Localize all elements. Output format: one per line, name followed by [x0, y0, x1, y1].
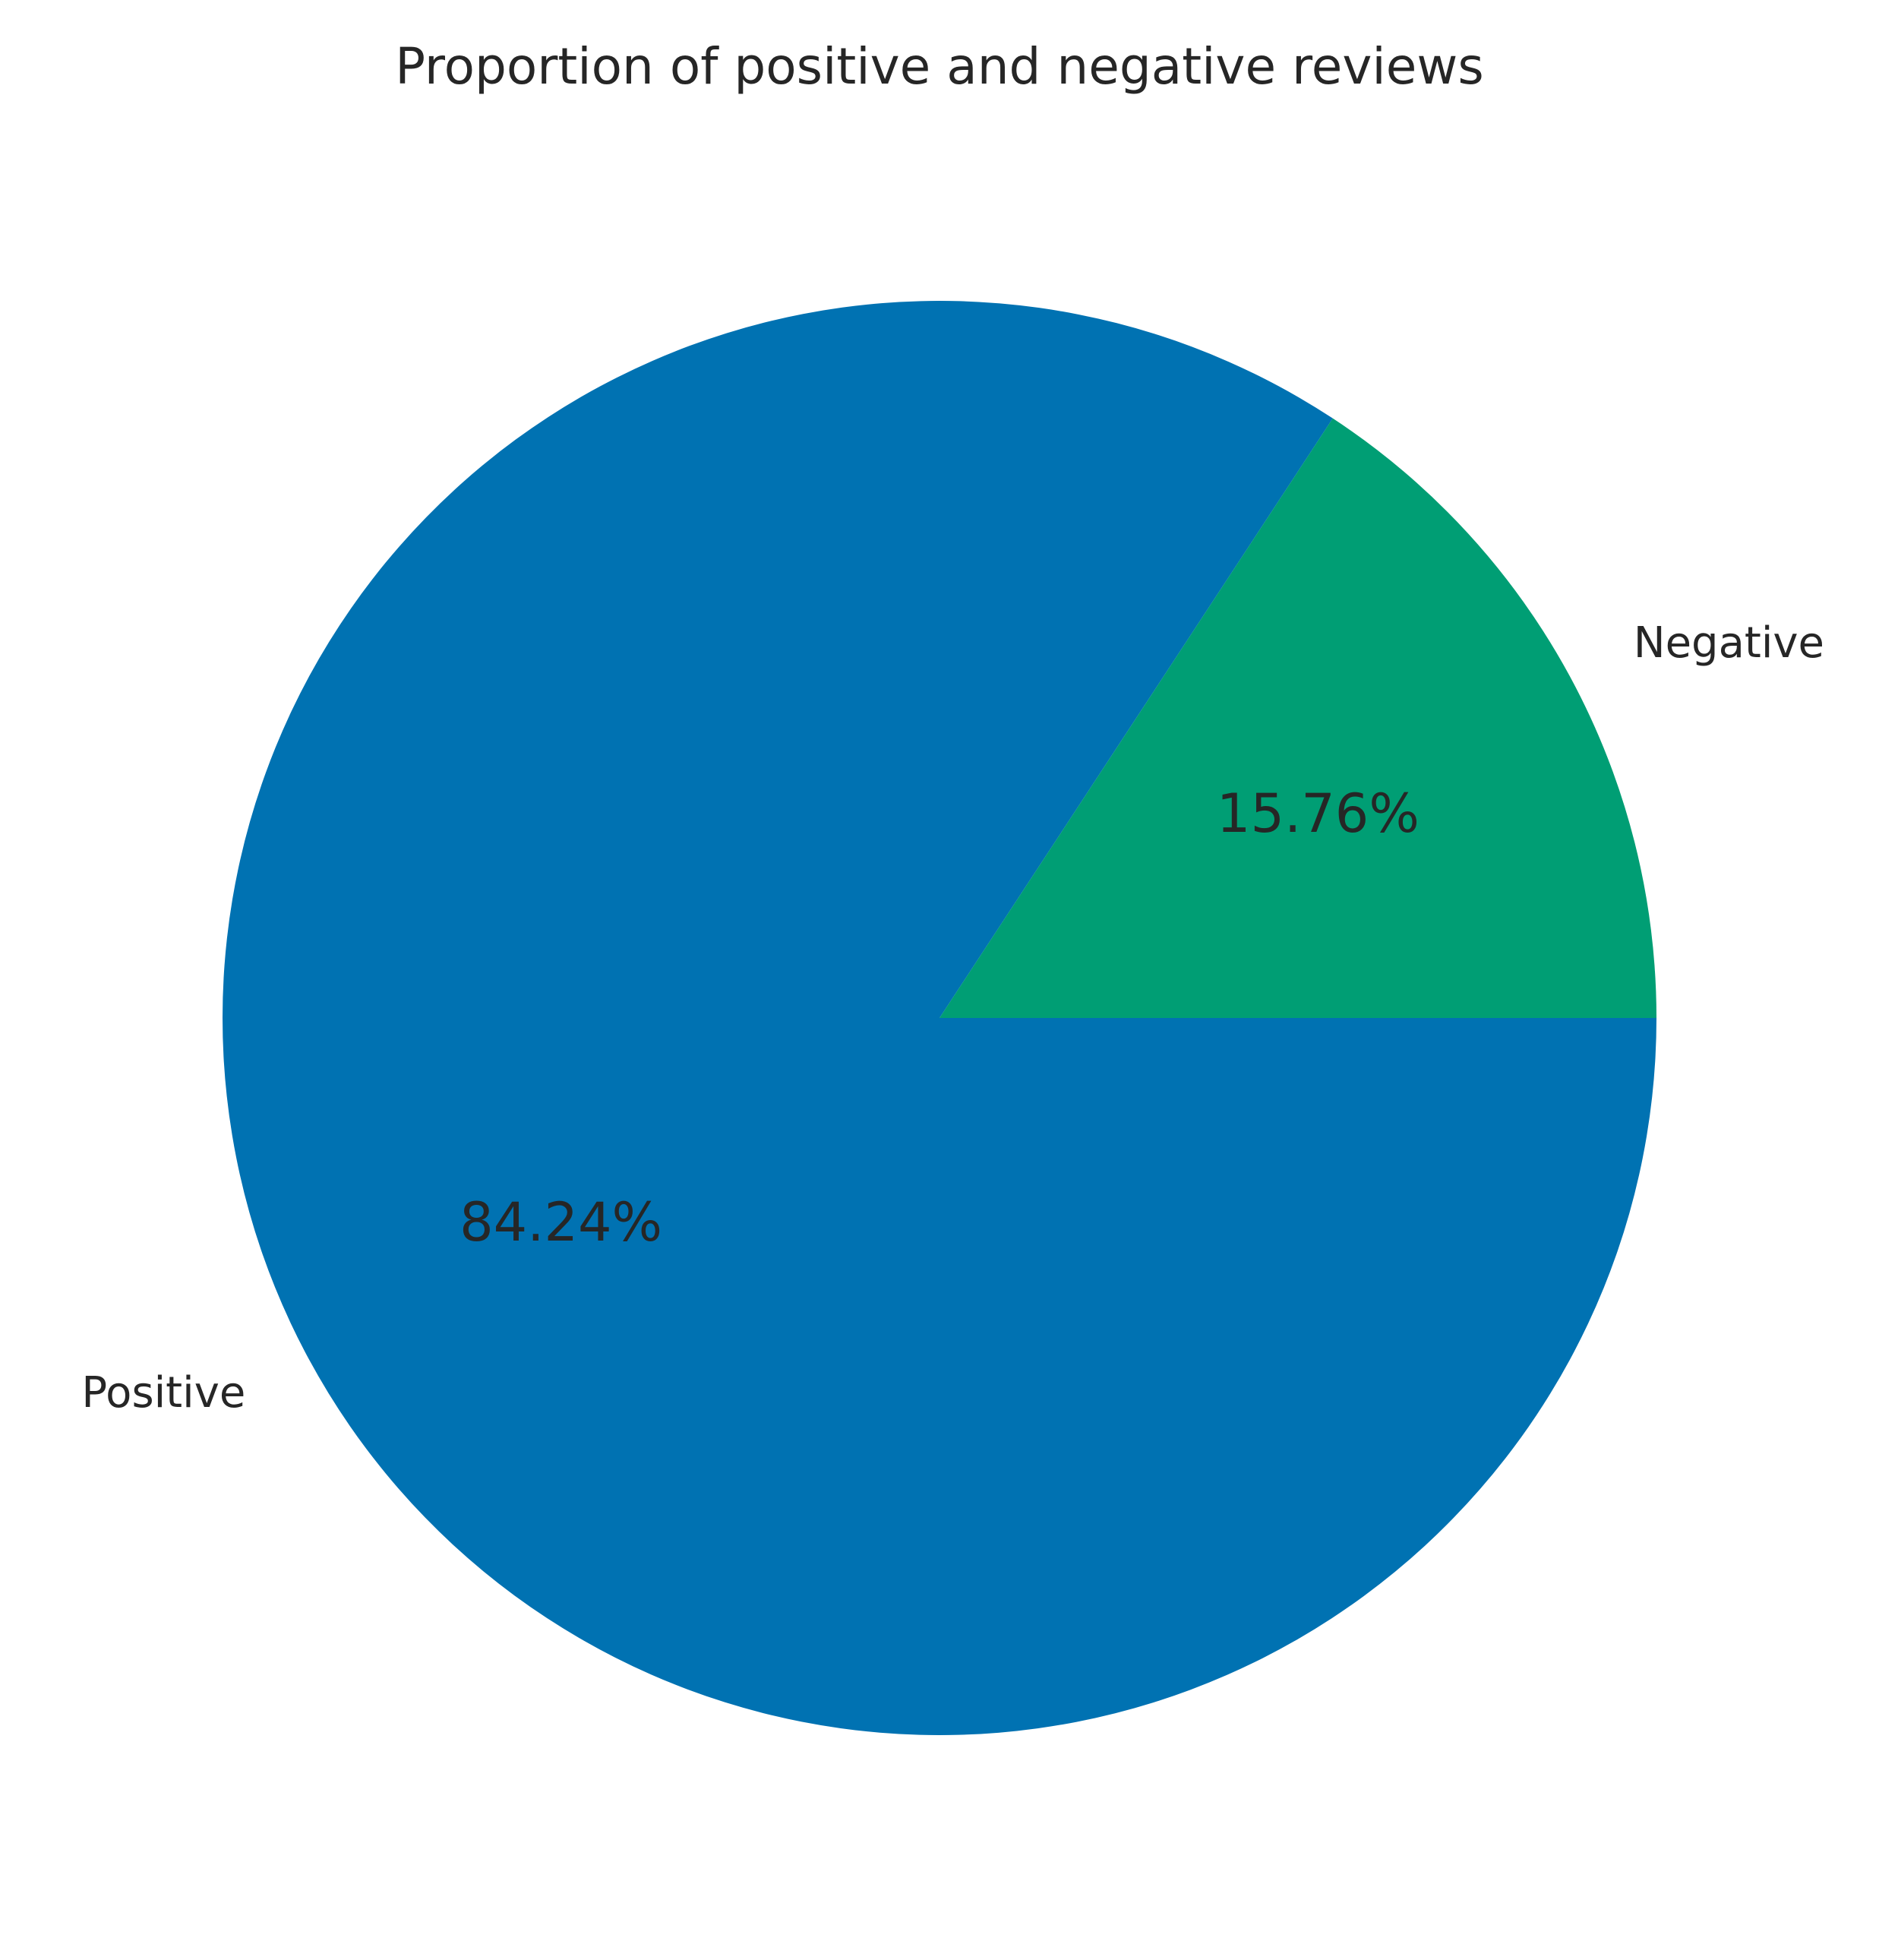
pct-label-negative: 15.76%: [1217, 782, 1420, 845]
chart-title: Proportion of positive and negative revi…: [395, 37, 1483, 96]
pie-slices: [223, 300, 1656, 1735]
pct-label-positive: 84.24%: [459, 1191, 662, 1253]
pie-labels: 84.24% Positive 15.76% Negative: [81, 618, 1824, 1418]
slice-label-negative: Negative: [1634, 618, 1824, 668]
slice-label-positive: Positive: [81, 1368, 245, 1418]
pie-slice-negative: [940, 418, 1656, 1018]
